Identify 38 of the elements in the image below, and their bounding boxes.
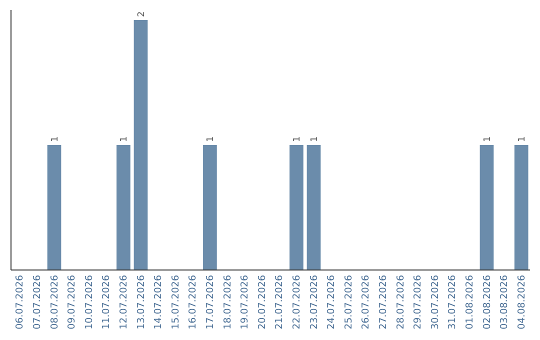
x-tick-label: 15.07.2026 — [170, 275, 182, 330]
x-tick-label: 22.07.2026 — [291, 275, 302, 330]
data-label: 1 — [517, 136, 528, 142]
data-label: 1 — [292, 136, 302, 142]
x-tick-label: 17.07.2026 — [204, 275, 216, 330]
x-tick-label: 20.07.2026 — [256, 275, 268, 330]
x-tick-label: 13.07.2026 — [136, 275, 147, 330]
x-tick-label: 21.07.2026 — [274, 275, 286, 330]
x-tick-label: 06.07.2026 — [14, 275, 26, 330]
data-label: 1 — [119, 136, 130, 142]
x-tick-label: 07.07.2026 — [32, 275, 43, 330]
x-tick-label: 01.08.2026 — [464, 275, 476, 330]
data-label: 1 — [482, 136, 493, 142]
x-tick-label: 18.07.2026 — [222, 275, 234, 330]
x-tick-label: 14.07.2026 — [153, 275, 164, 330]
x-tick-label: 02.08.2026 — [482, 275, 493, 330]
x-tick-label: 27.07.2026 — [378, 275, 389, 330]
x-tick-label: 30.07.2026 — [430, 275, 441, 330]
x-tick-label: 12.07.2026 — [118, 275, 130, 330]
x-tick-label: 04.08.2026 — [516, 275, 528, 330]
x-tick-label: 29.07.2026 — [412, 275, 424, 330]
x-tick-label: 24.07.2026 — [326, 275, 338, 330]
x-tick-label: 28.07.2026 — [395, 275, 406, 330]
x-tick-label: 23.07.2026 — [308, 275, 320, 330]
data-label: 1 — [206, 136, 216, 142]
x-tick-label: 31.07.2026 — [447, 275, 458, 330]
x-tick-label: 26.07.2026 — [360, 275, 372, 330]
x-tick-label: 08.07.2026 — [49, 275, 60, 330]
data-label: 1 — [50, 136, 60, 142]
x-tick-label: 25.07.2026 — [343, 275, 354, 330]
data-label: 2 — [136, 11, 147, 17]
x-tick-label: 11.07.2026 — [101, 275, 112, 330]
x-tick-label: 10.07.2026 — [84, 275, 95, 330]
x-tick-label: 09.07.2026 — [66, 275, 78, 330]
data-label: 1 — [310, 136, 320, 142]
x-tick-label: 16.07.2026 — [188, 275, 199, 330]
x-tick-label: 03.08.2026 — [499, 275, 510, 330]
x-tick-label: 19.07.2026 — [240, 275, 251, 330]
